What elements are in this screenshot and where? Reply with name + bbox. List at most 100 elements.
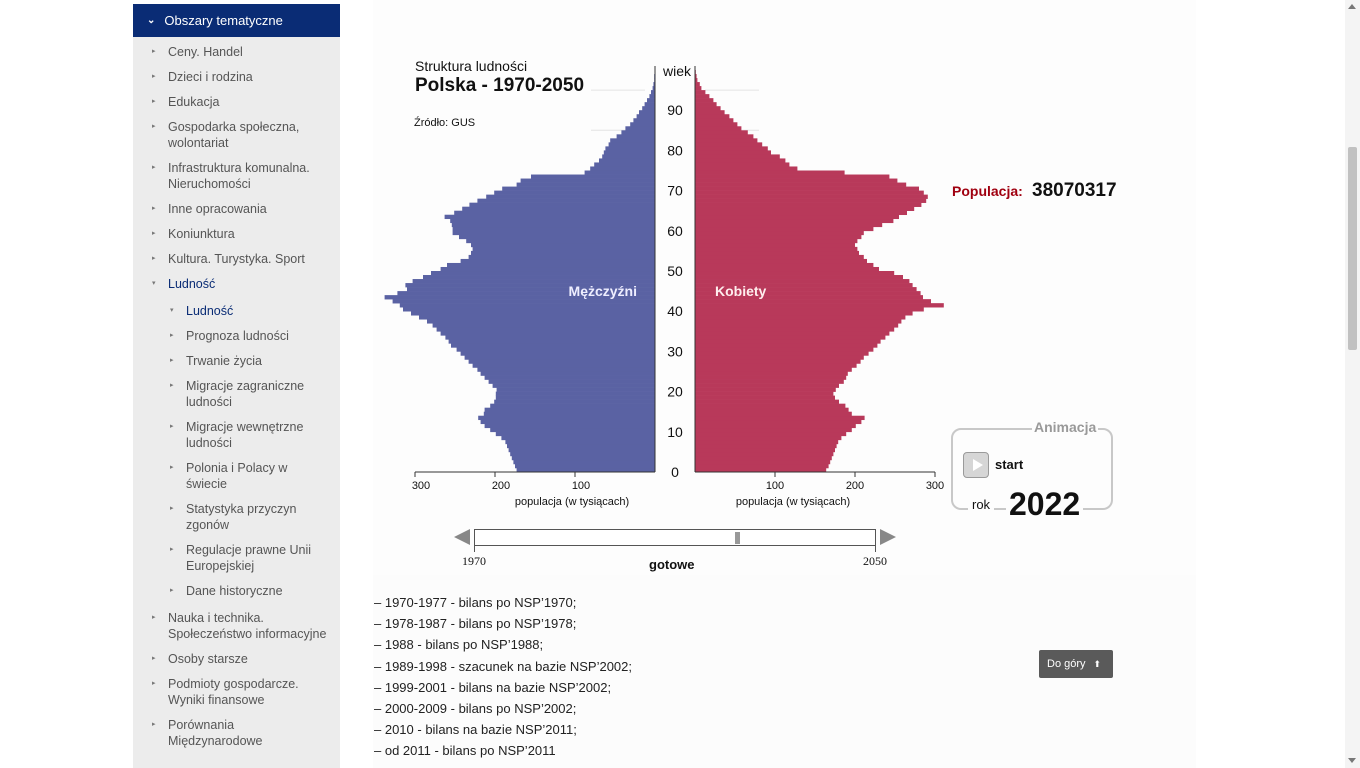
sidebar-item-nauka-technika[interactable]: ▸ Nauka i technika. Społeczeństwo informa… [133,610,340,642]
bar-male [651,90,655,95]
bar-male [454,210,655,216]
sidebar-subitem-dane-historyczne[interactable]: ▸ Dane historyczne [133,583,340,599]
sidebar-subitem-regulacje[interactable]: ▸ Regulacje prawne Unii Europejskiej [133,542,340,574]
scrollbar-thumb[interactable] [1348,147,1357,350]
bar-female [695,190,924,195]
bullet-right-icon: ▸ [170,505,174,512]
bar-male [636,114,655,119]
age-tick-label: 60 [667,223,683,239]
bar-female [695,455,832,461]
sidebar-item-koniunktura[interactable]: ▸ Koniunktura [133,226,340,242]
sidebar-subitem-label: Statystyka przyczyn zgonów [186,502,297,532]
bar-male [471,242,655,248]
bar-male [432,323,655,328]
bar-male [431,271,655,276]
bullet-right-icon: ▸ [152,123,156,130]
sidebar-item-label: Infrastruktura komunalna. Nieruchomości [168,161,310,191]
animation-title: Animacja [1032,419,1099,435]
bar-male [448,339,655,344]
year-slider-thumb[interactable] [735,532,740,544]
sidebar-item-inne-opracowania[interactable]: ▸ Inne opracowania [133,201,340,217]
bar-female [695,447,835,453]
sidebar-item-kultura[interactable]: ▸ Kultura. Turystyka. Sport [133,251,340,267]
bullet-right-icon: ▸ [152,164,156,171]
bar-male [505,439,655,445]
sidebar-subitem-prognoza[interactable]: ▸ Prognoza ludności [133,328,340,344]
bar-male [488,379,655,384]
bar-male [494,399,655,404]
sidebar-item-dzieci-rodzina[interactable]: ▸ Dzieci i rodzina [133,69,340,85]
bar-female [695,407,849,412]
bar-female [695,118,734,123]
back-to-top-button[interactable]: Do góry ⬆ [1039,650,1113,678]
bar-female [695,367,852,372]
bar-female [695,266,879,272]
sidebar-item-label: Ceny. Handel [168,45,243,59]
bar-male [480,371,655,376]
page-scrollbar[interactable] [1345,0,1360,768]
sidebar-subitem-statystyka-zgonow[interactable]: ▸ Statystyka przyczyn zgonów [133,501,340,533]
bar-male [451,343,655,348]
bar-female [695,399,839,404]
bullet-right-icon: ▸ [152,680,156,687]
sidebar-subitem-label: Prognoza ludności [186,329,289,343]
sidebar-subitem-ludnosc[interactable]: ▾ Ludność [133,303,340,319]
sidebar-subitem-migracje-wewnetrzne[interactable]: ▸ Migracje wewnętrzne ludności [133,419,340,451]
sidebar-item-gospodarka-spoleczna[interactable]: ▸ Gospodarka społeczna, wolontariat [133,119,340,151]
bar-female [695,319,902,324]
sidebar-item-ludnosc[interactable]: ▾ Ludność [133,276,340,292]
year-slider-track[interactable] [474,529,876,546]
bar-female [695,150,771,155]
sidebar-subitem-polonia[interactable]: ▸ Polonia i Polacy w świecie [133,460,340,492]
bar-male [642,106,655,111]
x-axis-label-left: populacja (w tysiącach) [515,496,629,508]
bar-female [695,198,927,203]
slider-next-arrow-icon[interactable] [880,529,896,545]
bar-male [508,447,655,453]
sidebar-item-edukacja[interactable]: ▸ Edukacja [133,94,340,110]
bar-male [419,315,655,320]
sidebar-item-osoby-starsze[interactable]: ▸ Osoby starsze [133,651,340,667]
bar-female [695,391,834,396]
start-button[interactable]: start [995,457,1024,472]
bar-female [695,467,827,473]
sidebar-subitem-trwanie-zycia[interactable]: ▸ Trwanie życia [133,353,340,369]
bar-male [459,234,655,240]
bar-male [501,435,655,441]
slider-prev-arrow-icon[interactable] [454,529,470,545]
bar-female [695,178,898,183]
bar-male [440,266,655,272]
play-icon[interactable] [963,452,989,478]
bar-male [616,134,655,139]
bar-female [695,74,697,79]
bar-male [403,307,655,312]
sidebar-header-topics[interactable]: ⌄ Obszary tematyczne [133,4,340,37]
bar-male [492,383,655,388]
bar-female [695,138,758,143]
scroll-down-icon[interactable] [1348,758,1356,763]
sidebar-item-label: Podmioty gospodarcze. Wyniki finansowe [168,677,299,707]
sidebar-item-infrastruktura[interactable]: ▸ Infrastruktura komunalna. Nieruchomości [133,160,340,192]
bar-female [695,347,874,352]
bar-female [695,303,944,308]
sidebar-item-porownania[interactable]: ▸ Porównania Międzynarodowe [133,717,340,749]
sidebar-item-podmioty-gospodarcze[interactable]: ▸ Podmioty gospodarcze. Wyniki finansowe [133,676,340,708]
sidebar-item-label: Ludność [168,277,216,291]
sidebar-item-ceny-handel[interactable]: ▸ Ceny. Handel [133,44,340,60]
bar-female [695,327,895,332]
scroll-up-icon[interactable] [1348,4,1356,9]
bar-female [695,122,738,127]
bullet-right-icon: ▸ [152,721,156,728]
bar-male [516,467,655,473]
x-tick-label: 100 [766,480,784,492]
bar-female [695,78,698,83]
bar-male [399,303,655,308]
age-tick-label: 40 [667,303,683,319]
x-tick-label: 200 [846,480,864,492]
series-label-women: Kobiety [715,283,767,299]
sidebar-subitem-migracje-zagraniczne[interactable]: ▸ Migracje zagraniczne ludności [133,378,340,410]
bar-male [471,250,655,256]
bar-female [695,214,899,220]
bar-female [695,339,881,344]
